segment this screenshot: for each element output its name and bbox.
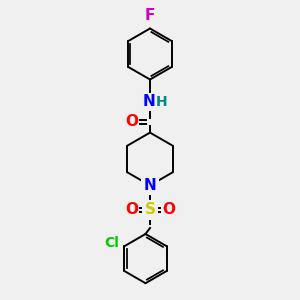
Text: N: N [142,94,155,110]
Text: O: O [125,114,138,129]
Text: F: F [145,8,155,23]
Text: O: O [125,202,138,217]
Text: S: S [145,202,155,217]
Text: Cl: Cl [104,236,119,250]
Text: O: O [162,202,175,217]
Text: H: H [156,95,167,109]
Text: N: N [144,178,156,193]
